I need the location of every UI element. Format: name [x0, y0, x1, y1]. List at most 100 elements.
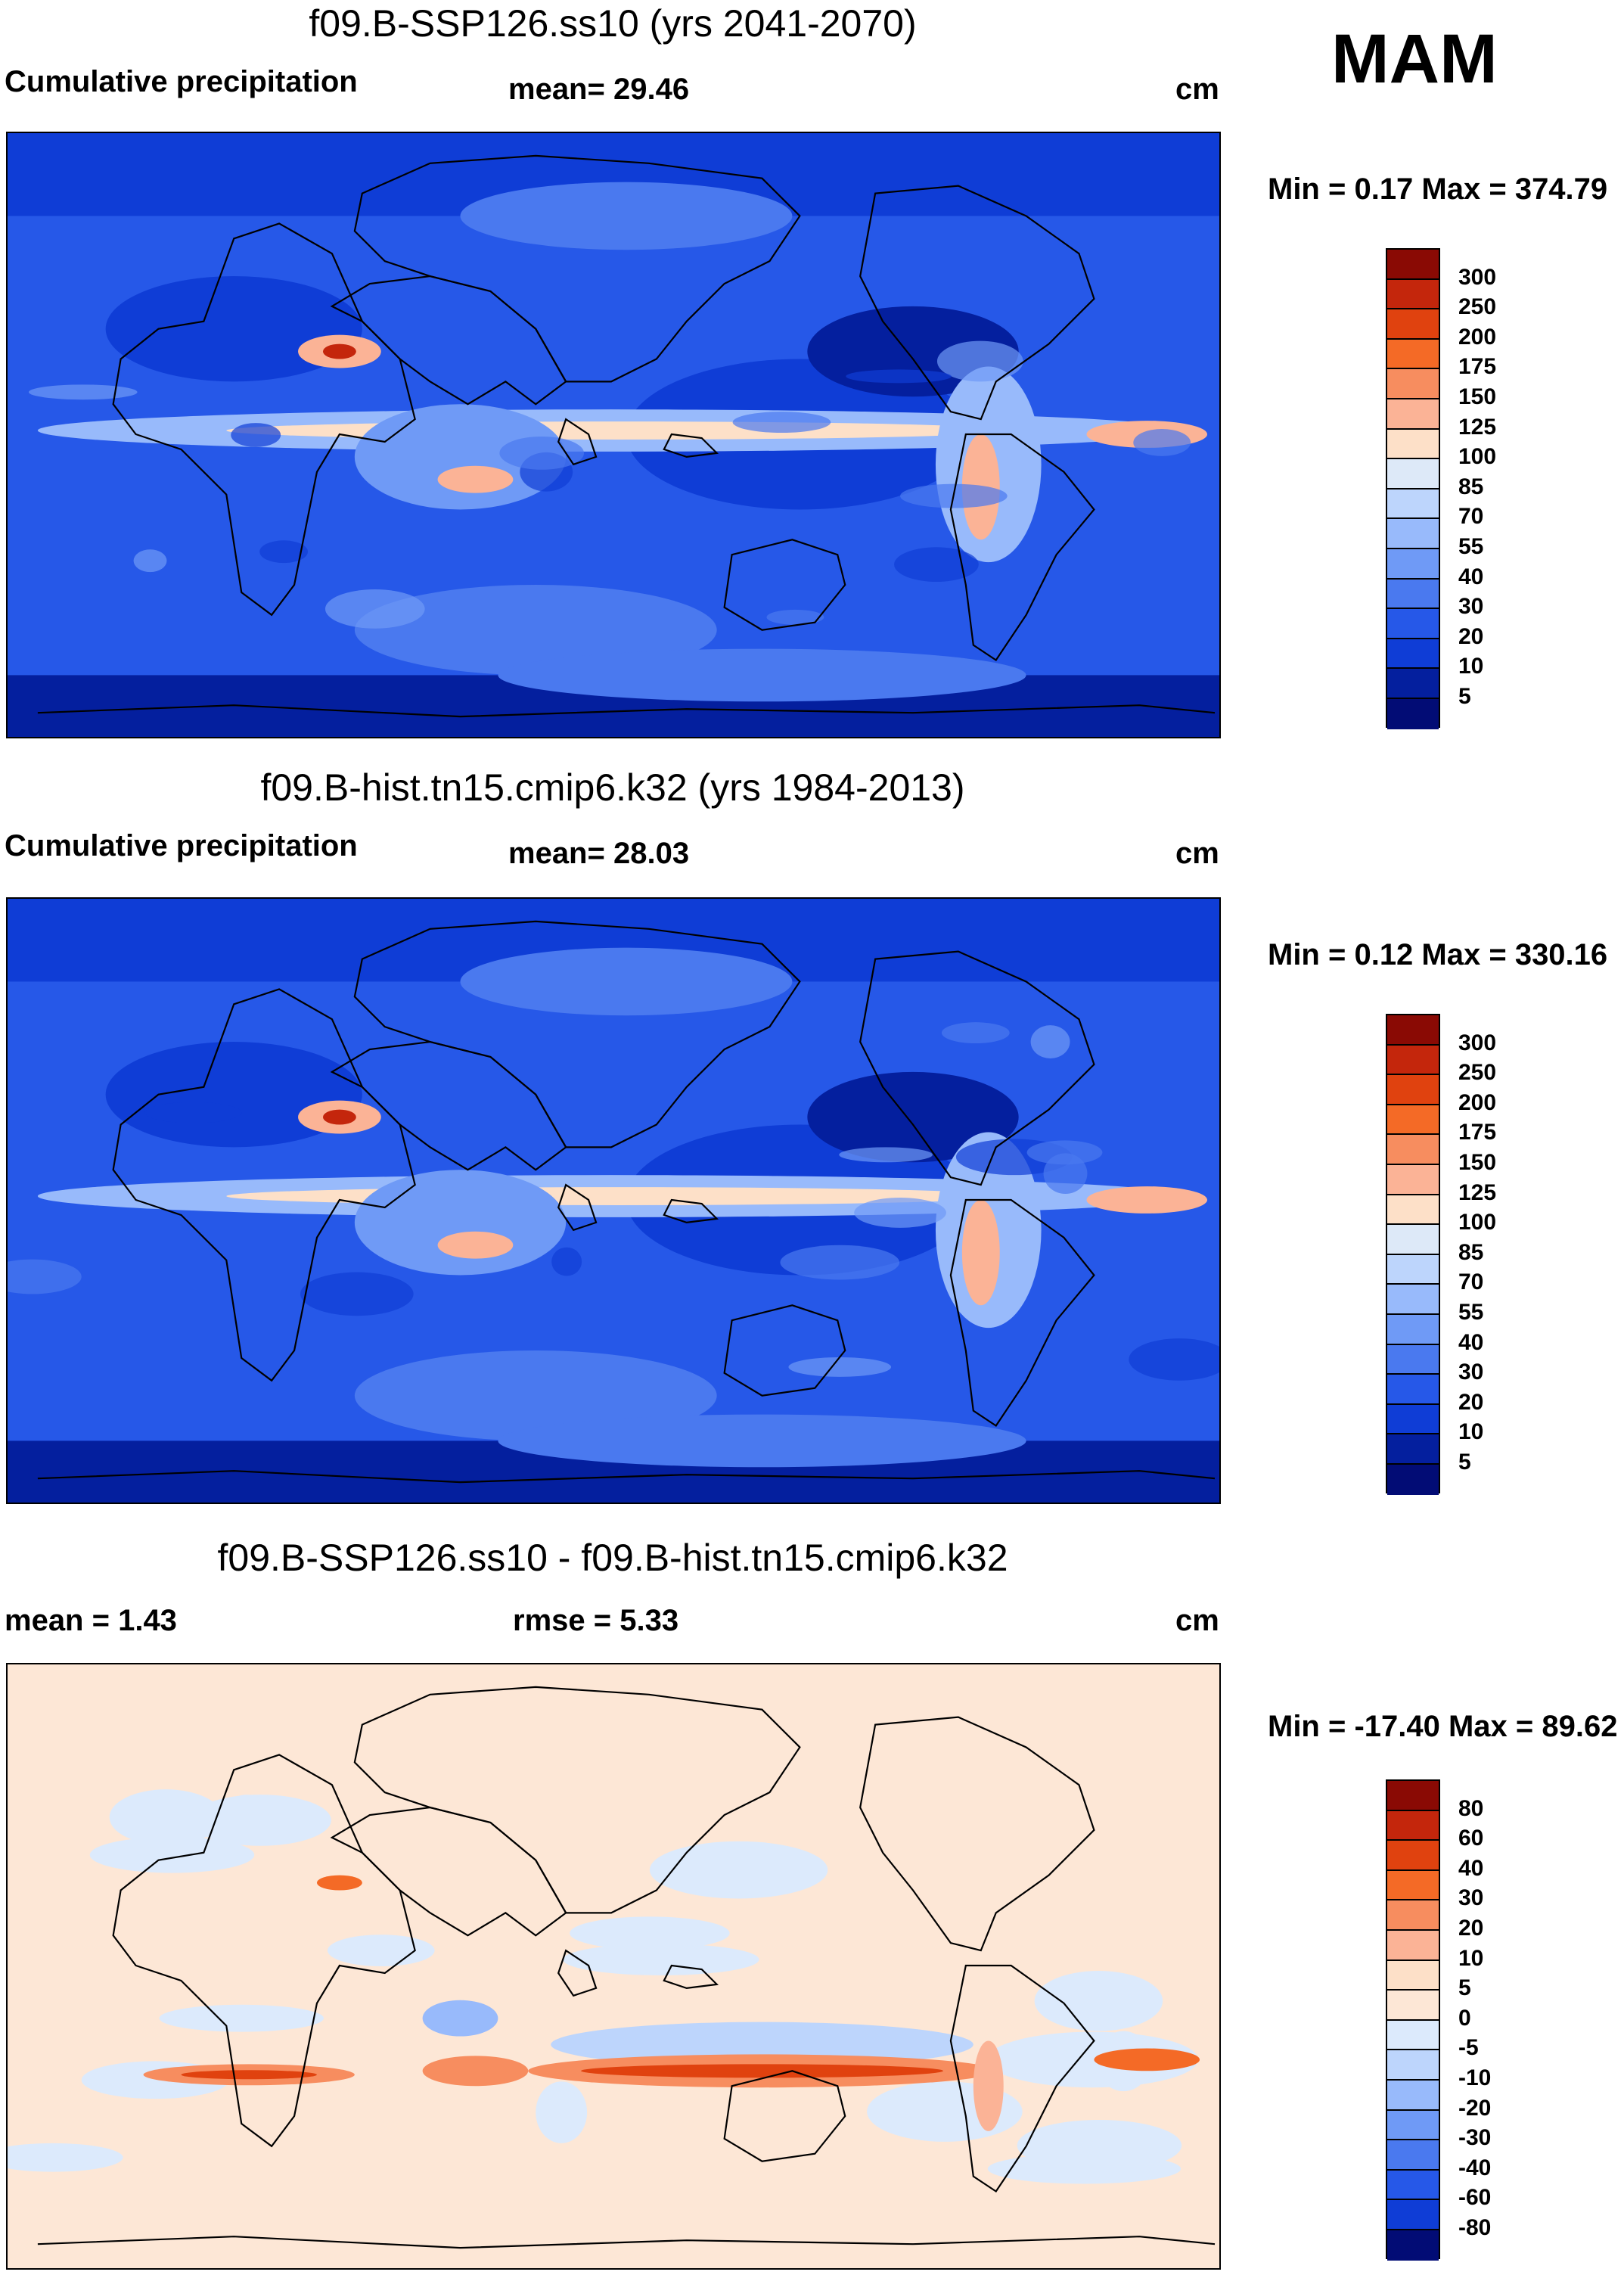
colorbar-tick-label: 80 — [1458, 1795, 1484, 1821]
map-contour-blob — [732, 412, 831, 434]
colorbar-swatch — [1387, 1900, 1439, 1931]
colorbar-tick-label: 10 — [1458, 1945, 1484, 1971]
coastline — [859, 1716, 1095, 1952]
coastline — [353, 1686, 801, 1914]
colorbar-tick-label: 250 — [1458, 1060, 1497, 1086]
map-monsoon-peak — [322, 1109, 356, 1125]
map-contour-blob — [536, 2081, 588, 2143]
colorbar-swatch — [1387, 489, 1439, 520]
panel-3-map — [6, 1663, 1221, 2270]
coastline — [557, 1949, 598, 1997]
colorbar-tick-label: 100 — [1458, 1210, 1497, 1235]
colorbar-tick-label: 55 — [1458, 1300, 1484, 1325]
colorbar-tick-label: 20 — [1458, 1389, 1484, 1415]
panel-2-map — [6, 897, 1221, 1504]
colorbar-swatch — [1387, 1075, 1439, 1105]
colorbar-tick-label: -10 — [1458, 2065, 1492, 2090]
map-warm-pool — [354, 404, 567, 510]
colorbar-swatch — [1387, 579, 1439, 610]
map-monsoon-anomaly — [316, 1875, 362, 1891]
colorbar-swatch — [1387, 2080, 1439, 2111]
colorbar-swatch — [1387, 429, 1439, 460]
colorbar-swatch — [1387, 1314, 1439, 1345]
map-maritime-continent — [437, 1231, 514, 1259]
colorbar-swatch — [1387, 1870, 1439, 1901]
panel-1-units: cm — [1175, 73, 1219, 106]
colorbar-swatch — [1387, 1344, 1439, 1375]
coastline — [353, 920, 801, 1148]
map-contour-blob — [327, 1935, 435, 1966]
coastline — [949, 433, 1095, 662]
panel-1-minmax: Min = 0.17 Max = 374.79 — [1268, 172, 1608, 206]
colorbar-swatch — [1387, 698, 1439, 729]
map-contour-blob — [259, 540, 309, 564]
colorbar-swatch — [1387, 1045, 1439, 1076]
map-contour-blob — [324, 589, 425, 629]
coastline — [557, 1183, 598, 1232]
colorbar-tick-label: 20 — [1458, 1916, 1484, 1941]
map-contour-blob — [570, 1916, 730, 1950]
colorbar-tick-label: 5 — [1458, 684, 1471, 709]
map-itcz-anomaly-core — [581, 2064, 943, 2078]
colorbar-swatch — [1387, 1991, 1439, 2021]
map-contour-blob — [499, 436, 585, 470]
coastline — [37, 2236, 1216, 2249]
colorbar-tick-label: 40 — [1458, 564, 1484, 589]
colorbar-tick-label: -60 — [1458, 2185, 1492, 2211]
colorbar-tick-label: 250 — [1458, 294, 1497, 320]
coastline — [557, 418, 598, 466]
colorbar-swatch — [1387, 1135, 1439, 1165]
colorbar-tick-label: -5 — [1458, 2035, 1479, 2061]
colorbar-swatch — [1387, 1225, 1439, 1255]
coastline — [859, 950, 1095, 1186]
colorbar-tick-label: 20 — [1458, 623, 1484, 649]
panel-1-map — [6, 132, 1221, 738]
colorbar-tick-label: 5 — [1458, 1975, 1471, 2001]
colorbar-tick-label: 300 — [1458, 1030, 1497, 1055]
coastline — [723, 2070, 846, 2162]
panel-2-variable-label: Cumulative precipitation — [5, 829, 358, 862]
map-contour-blob — [300, 1272, 414, 1316]
colorbar-tick-label: 300 — [1458, 264, 1497, 290]
colorbar-swatch — [1387, 369, 1439, 399]
map-contour-blob — [941, 1022, 1010, 1044]
map-monsoon-peak — [322, 343, 356, 359]
colorbar-swatch — [1387, 2170, 1439, 2201]
map-storm-track — [498, 648, 1026, 702]
panel-2-colorbar — [1386, 1014, 1440, 1495]
colorbar-tick-label: 200 — [1458, 1089, 1497, 1115]
colorbar-tick-label: 85 — [1458, 474, 1484, 499]
colorbar-tick-label: 0 — [1458, 2005, 1471, 2031]
map-contour-blob — [8, 2143, 123, 2172]
colorbar-swatch — [1387, 1841, 1439, 1871]
colorbar-swatch — [1387, 1960, 1439, 1991]
colorbar-swatch — [1387, 1195, 1439, 1226]
coastline — [663, 1964, 719, 1989]
colorbar-tick-label: 175 — [1458, 354, 1497, 380]
map-contour-blob — [109, 1789, 223, 1845]
colorbar-swatch — [1387, 1781, 1439, 1811]
map-contour-blob — [563, 1944, 759, 1975]
panel-2-mean-label: mean= 28.03 — [508, 837, 690, 870]
colorbar-swatch — [1387, 2020, 1439, 2051]
panel-1-variable-label: Cumulative precipitation — [5, 65, 358, 98]
map-contour-blob — [1030, 1025, 1070, 1058]
panel-3-minmax: Min = -17.40 Max = 89.62 — [1268, 1710, 1618, 1743]
season-label: MAM — [1331, 20, 1498, 98]
map-contour-blob — [159, 2004, 324, 2032]
map-contour-blob — [231, 423, 281, 447]
coastline — [353, 154, 801, 383]
colorbar-swatch — [1387, 639, 1439, 670]
colorbar-tick-label: 70 — [1458, 1270, 1484, 1295]
colorbar-tick-label: 125 — [1458, 414, 1497, 440]
map-dry-region — [105, 276, 362, 382]
panel-3-units: cm — [1175, 1604, 1219, 1637]
colorbar-swatch — [1387, 1015, 1439, 1046]
colorbar-swatch — [1387, 1164, 1439, 1195]
panel-2-minmax: Min = 0.12 Max = 330.16 — [1268, 938, 1608, 971]
coastline — [723, 539, 846, 631]
map-contour-blob — [224, 1795, 270, 1835]
map-atlantic-itcz — [1086, 1186, 1208, 1214]
colorbar-swatch — [1387, 1930, 1439, 1961]
colorbar-swatch — [1387, 1285, 1439, 1315]
